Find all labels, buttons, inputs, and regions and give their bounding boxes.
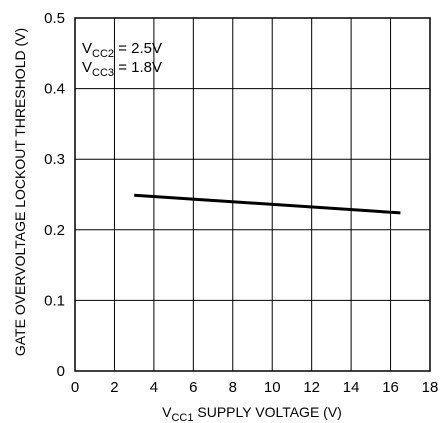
x-tick-label: 2 <box>110 379 118 396</box>
series-layer <box>134 193 401 215</box>
x-tick-label: 12 <box>303 379 320 396</box>
series-line-0 <box>134 193 401 215</box>
x-tick-label: 0 <box>71 379 79 396</box>
x-tick-label: 8 <box>229 379 237 396</box>
y-tick-label: 0.5 <box>44 10 65 27</box>
y-tick-label: 0.1 <box>44 292 65 309</box>
x-tick-label: 10 <box>264 379 281 396</box>
annotation-vcc3: VCC3 = 1.8V <box>82 59 162 79</box>
x-tick-label: 4 <box>150 379 158 396</box>
x-tick-label: 6 <box>189 379 197 396</box>
y-tick-label: 0.3 <box>44 151 65 168</box>
y-tick-label: 0.2 <box>44 222 65 239</box>
plot-frame <box>74 17 431 372</box>
annotation-vcc2: VCC2 = 2.5V <box>82 40 162 60</box>
x-tick-labels: 0 2 4 6 8 10 12 14 16 18 <box>71 379 439 396</box>
y-tick-labels: 0 0.1 0.2 0.3 0.4 0.5 <box>44 10 65 380</box>
y-tick-label: 0.4 <box>44 81 65 98</box>
x-tick-label: 16 <box>382 379 399 396</box>
x-axis-title: VCC1 SUPPLY VOLTAGE (V) <box>162 404 342 423</box>
y-axis-title: GATE OVERVOLTAGE LOCKOUT THRESHOLD (V) <box>12 28 28 356</box>
y-tick-label: 0 <box>57 363 65 380</box>
x-tick-label: 18 <box>422 379 439 396</box>
x-tick-label: 14 <box>343 379 360 396</box>
